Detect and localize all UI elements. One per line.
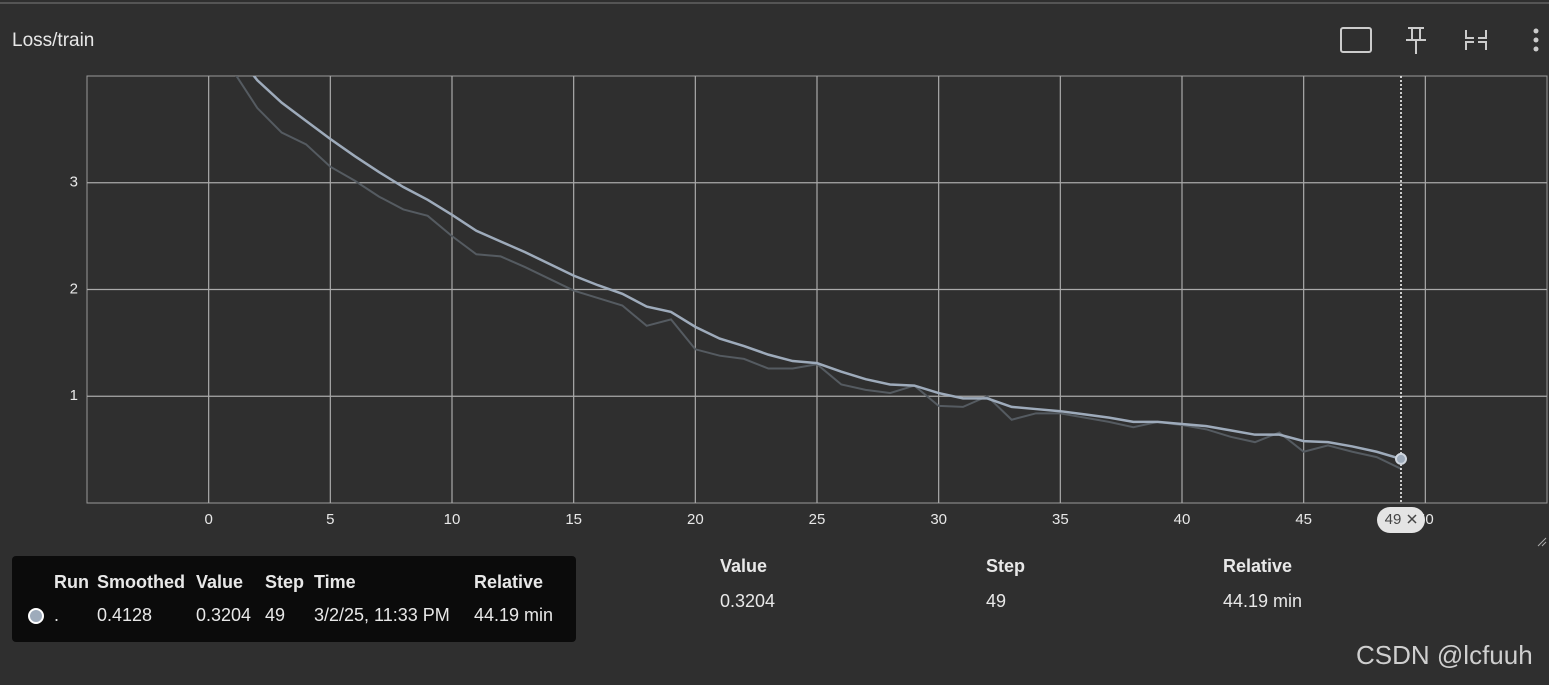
toolbar	[1340, 27, 1539, 54]
card-title: Loss/train	[12, 30, 94, 51]
y-tick-label: 3	[70, 174, 78, 191]
tooltip-cell: 3/2/25, 11:33 PM	[314, 605, 450, 625]
hover-point	[1395, 452, 1407, 465]
summary-cell: 49	[986, 591, 1006, 611]
x-tick-label: 40	[1174, 511, 1191, 528]
tooltip-header: Smoothed	[97, 572, 185, 592]
plot-lines	[235, 76, 1402, 470]
tooltip-header: Value	[196, 572, 243, 592]
series-line	[235, 76, 1402, 470]
x-tick-label: 20	[687, 511, 704, 528]
y-tick-label: 1	[70, 387, 78, 404]
y-tick-label: 2	[70, 280, 78, 297]
tooltip-cell: 49	[265, 605, 285, 625]
x-tick-label: 15	[565, 511, 582, 528]
summary-cell: 44.19 min	[1223, 591, 1302, 611]
menu-button[interactable]	[1533, 28, 1539, 52]
x-tick-label: 5	[326, 511, 334, 528]
x-tick-label: 25	[809, 511, 826, 528]
summary-header: Step	[986, 556, 1025, 576]
step-badge-close[interactable]	[1407, 514, 1417, 524]
tooltip-header: Time	[314, 572, 356, 592]
watermark: CSDN @lcfuuh	[1356, 640, 1533, 670]
x-tick-label: 35	[1052, 511, 1069, 528]
x-tick-label: 30	[930, 511, 947, 528]
pin-button[interactable]	[1406, 27, 1426, 54]
step-badge	[1377, 507, 1425, 533]
x-tick-label: 0	[204, 511, 212, 528]
summary-header: Value	[720, 556, 767, 576]
summary-cell: 0.3204	[720, 591, 775, 611]
collapse-button[interactable]	[1465, 30, 1487, 50]
tooltip-cell: 44.19 min	[474, 605, 553, 625]
summary-header: Relative	[1223, 556, 1292, 576]
tooltip-header: Relative	[474, 572, 543, 592]
fit-button[interactable]	[1340, 27, 1372, 53]
x-tick-label: 45	[1295, 511, 1312, 528]
tooltip-cell: .	[54, 605, 59, 625]
resize-handle[interactable]	[1537, 537, 1547, 547]
run-swatch	[28, 608, 44, 624]
series-line	[252, 76, 1402, 461]
tooltip	[12, 556, 576, 642]
step-badge-label: 49	[1385, 511, 1402, 528]
tooltip-header: Run	[54, 572, 89, 592]
tooltip-header: Step	[265, 572, 304, 592]
tooltip-cell: 0.3204	[196, 605, 251, 625]
x-tick-label: 10	[444, 511, 461, 528]
tooltip-cell: 0.4128	[97, 605, 152, 625]
